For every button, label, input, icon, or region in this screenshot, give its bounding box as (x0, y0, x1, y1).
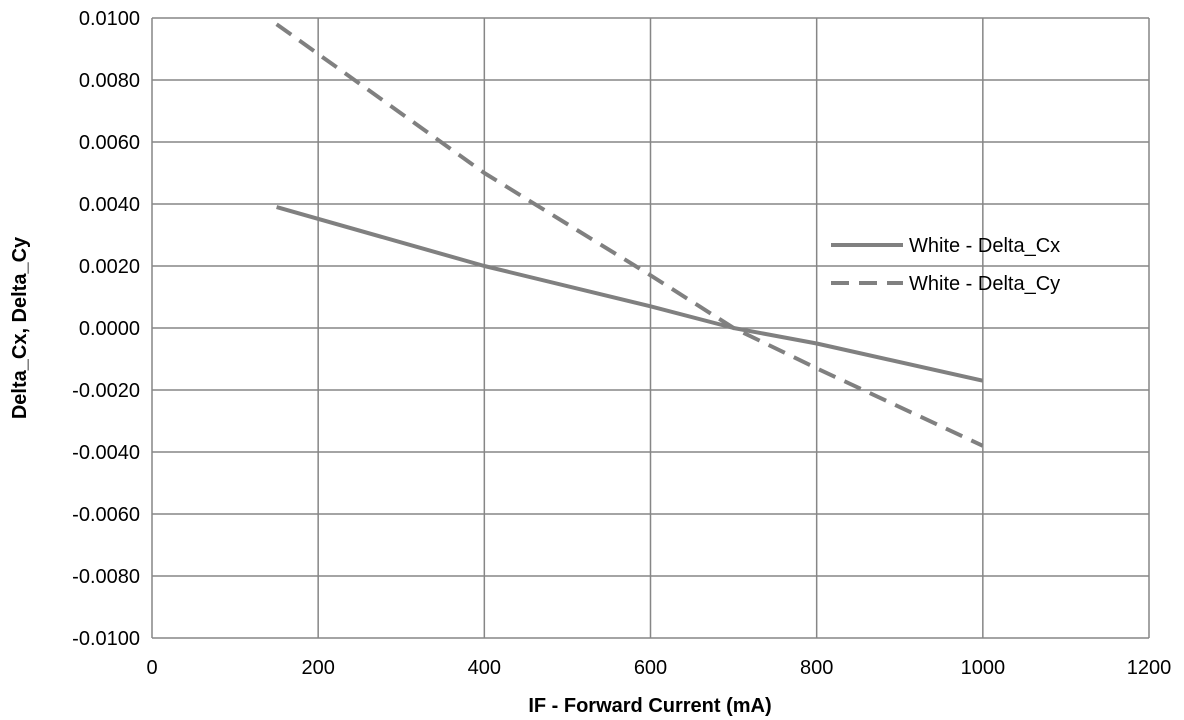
y-tick-label: -0.0080 (72, 566, 140, 588)
y-tick-labels: -0.0100 -0.0080 -0.0060 -0.0040 -0.0020 0.000… (72, 8, 140, 650)
x-tick-label: 800 (800, 657, 833, 679)
x-tick-label: 1000 (961, 657, 1006, 679)
y-tick-label: 0.0040 (79, 194, 140, 216)
grid-lines (151, 17, 1150, 639)
series-line-delta-cx (276, 205, 984, 383)
x-axis-title: IF - Forward Current (mA) (528, 695, 771, 717)
y-tick-label: 0.0020 (79, 256, 140, 278)
x-tick-label: 0 (146, 657, 157, 679)
y-tick-label: -0.0100 (72, 628, 140, 650)
y-tick-label: -0.0040 (72, 442, 140, 464)
series-line-delta-cy (275, 22, 984, 448)
y-tick-label: 0.0060 (79, 132, 140, 154)
y-axis-title: Delta_Cx, Delta_Cy (9, 236, 31, 419)
y-tick-label: 0.0080 (79, 70, 140, 92)
x-tick-label: 400 (468, 657, 501, 679)
x-tick-labels: 0 200 400 600 800 1000 1200 (146, 657, 1171, 679)
legend-label-cx: White - Delta_Cx (909, 235, 1060, 257)
y-tick-label: 0.0000 (79, 318, 140, 340)
y-tick-label: 0.0100 (79, 8, 140, 30)
series-lines (275, 22, 984, 448)
legend: White - Delta_Cx White - Delta_Cy (831, 235, 1060, 295)
legend-label-cy: White - Delta_Cy (909, 273, 1060, 295)
x-tick-label: 600 (634, 657, 667, 679)
y-tick-label: -0.0020 (72, 380, 140, 402)
y-tick-label: -0.0060 (72, 504, 140, 526)
x-tick-label: 1200 (1127, 657, 1172, 679)
x-tick-label: 200 (301, 657, 334, 679)
